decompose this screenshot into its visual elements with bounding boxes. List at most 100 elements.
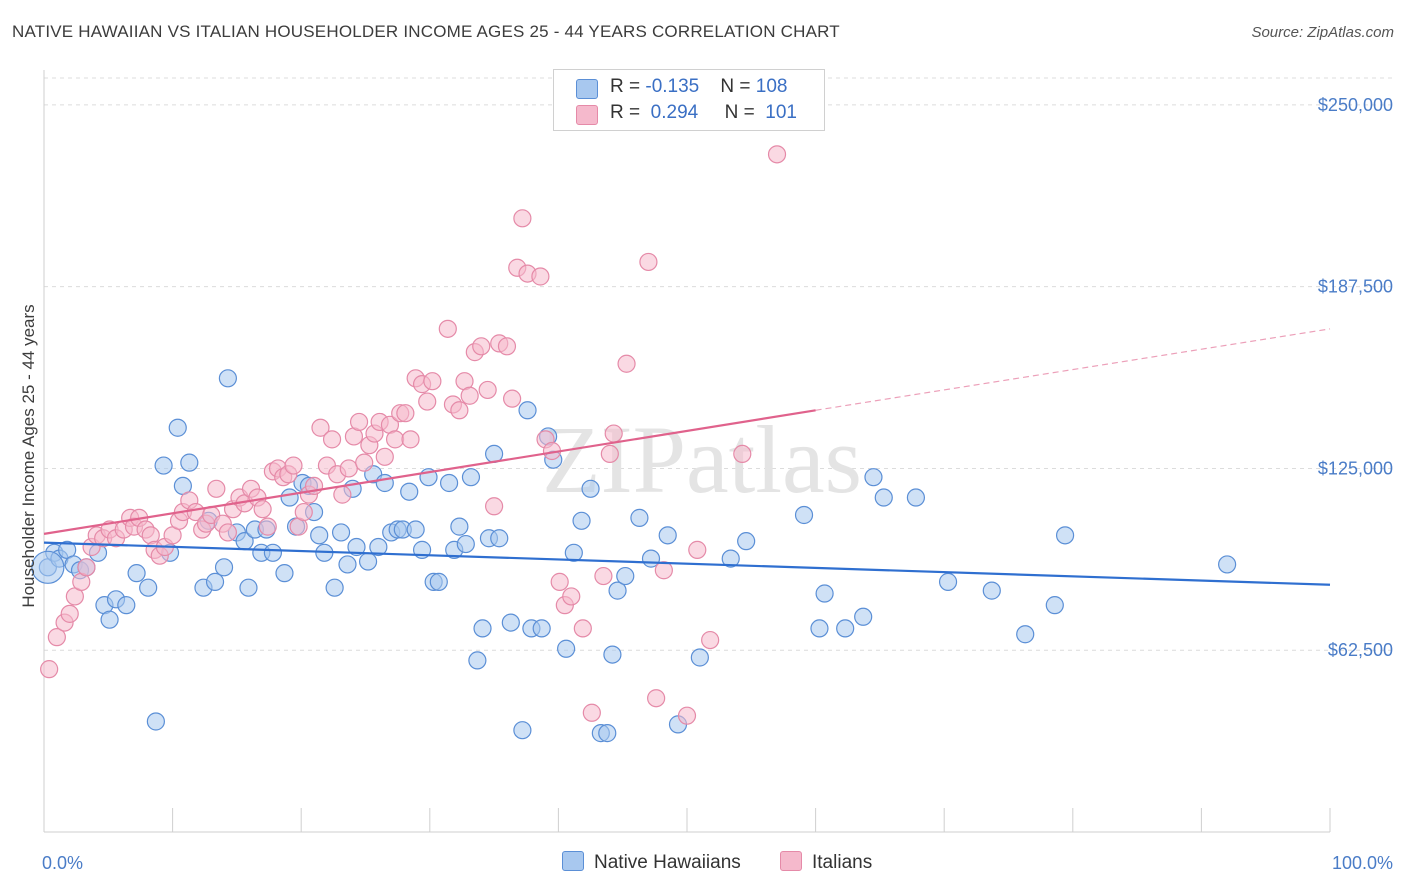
data-point (564, 543, 583, 562)
series-italians (40, 145, 787, 725)
y-axis-title: Householder Income Ages 25 - 44 years (19, 304, 38, 607)
data-point (810, 619, 829, 638)
data-point (284, 456, 303, 475)
data-point (531, 267, 550, 286)
data-point (180, 453, 199, 472)
data-point (418, 392, 437, 411)
y-tick-label: $187,500 (1318, 277, 1393, 297)
data-point (358, 552, 378, 571)
data-point (647, 689, 666, 708)
r-value: 0.294 (650, 102, 699, 123)
trend-line (43, 541, 1331, 586)
data-point (582, 703, 601, 722)
data-point (906, 488, 926, 507)
n-label: N = (720, 76, 756, 97)
data-points (31, 145, 1237, 743)
data-point (396, 404, 415, 423)
data-point (461, 468, 481, 487)
data-point (688, 540, 707, 559)
data-point (557, 639, 576, 658)
data-point (375, 447, 394, 466)
r-label: R = (610, 102, 646, 123)
r-label: R = (610, 76, 646, 97)
pink-swatch-icon (780, 851, 802, 871)
data-point (836, 619, 855, 638)
data-point (154, 456, 173, 475)
legend-item-native-hawaiians: Native Hawaiians (562, 851, 741, 874)
data-point (478, 380, 497, 400)
correlation-legend: R = -0.135 N = 108 R = 0.294 N = 101 (553, 69, 825, 131)
data-point (1055, 526, 1075, 545)
data-point (311, 418, 330, 437)
data-point (854, 607, 873, 626)
trend-lines (43, 328, 1331, 586)
data-point (263, 543, 283, 562)
trend-line-extension (815, 328, 1331, 411)
data-point (218, 523, 237, 542)
data-point (594, 566, 613, 586)
x-tick-labels: 0.0% 100.0% (42, 853, 1393, 873)
data-point (562, 587, 581, 606)
pink-swatch-icon (576, 105, 598, 125)
data-point (450, 401, 469, 420)
data-point (375, 473, 394, 493)
data-point (47, 628, 66, 647)
data-point (385, 430, 405, 449)
data-point (501, 613, 520, 632)
y-tick-label: $62,500 (1328, 640, 1393, 660)
data-point (600, 444, 619, 464)
data-point (1045, 596, 1064, 615)
data-point (438, 319, 457, 338)
data-point (456, 534, 475, 554)
data-point (205, 572, 225, 591)
data-point (473, 619, 492, 638)
data-point (982, 581, 1001, 600)
data-point (439, 473, 459, 493)
data-point (794, 505, 814, 525)
data-point (355, 453, 374, 472)
data-point (472, 337, 491, 356)
legend-item-italians: Italians (780, 851, 872, 874)
data-point (513, 209, 532, 228)
data-point (815, 584, 834, 603)
x-tick-label: 0.0% (42, 853, 83, 873)
data-point (339, 459, 358, 478)
data-point (608, 581, 627, 600)
data-point (218, 369, 237, 388)
data-point (310, 526, 329, 545)
data-point (598, 724, 617, 743)
data-point (518, 401, 537, 420)
blue-swatch-icon (562, 851, 584, 871)
data-point (40, 660, 59, 679)
axes (43, 70, 1331, 833)
data-point (406, 520, 425, 539)
data-point (294, 502, 313, 522)
data-point (325, 578, 344, 597)
data-point (604, 424, 623, 443)
data-point (214, 558, 234, 577)
data-point (532, 619, 551, 638)
data-point (146, 712, 165, 731)
data-point (733, 444, 752, 464)
data-point (450, 517, 469, 536)
data-point (333, 485, 352, 504)
data-point (767, 145, 787, 164)
data-point (1016, 625, 1035, 644)
data-point (701, 630, 720, 650)
data-point (127, 564, 146, 583)
data-point (550, 572, 569, 591)
y-tick-label: $125,000 (1318, 458, 1393, 478)
data-point (1218, 555, 1237, 574)
data-point (690, 648, 709, 667)
data-point (677, 706, 697, 725)
data-point (331, 523, 351, 542)
data-point (239, 578, 258, 597)
data-point (275, 564, 294, 583)
y-tick-label: $250,000 (1318, 95, 1393, 115)
data-point (468, 651, 487, 670)
chart-title: NATIVE HAWAIIAN VS ITALIAN HOUSEHOLDER I… (12, 22, 840, 41)
data-point (423, 372, 442, 391)
data-point (338, 555, 357, 574)
data-point (630, 508, 649, 527)
